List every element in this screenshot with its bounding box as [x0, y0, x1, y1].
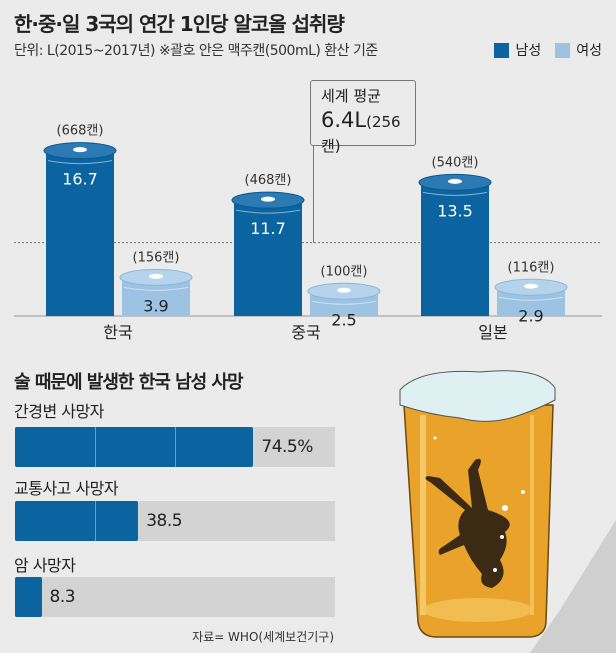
- category-label: 한국: [103, 323, 132, 342]
- can-rim: [498, 296, 564, 301]
- death-category-label: 암 사망자: [14, 556, 76, 575]
- can-tab-icon: [149, 273, 163, 279]
- deaths-title: 술 때문에 발생한 한국 남성 사망: [14, 372, 244, 393]
- death-bar-track: 8.3: [15, 577, 335, 617]
- can-count-label: (156캔): [133, 250, 180, 265]
- death-bar-value: 38.5: [146, 511, 183, 531]
- beer-foam: [399, 370, 556, 422]
- can-count-label: (468캔): [245, 173, 292, 188]
- can-count-label: (668캔): [57, 124, 104, 139]
- can-rim: [422, 191, 488, 196]
- can-count-label: (540캔): [432, 155, 479, 170]
- death-bar-gridline: [95, 427, 96, 467]
- death-bar-fill: [15, 501, 139, 541]
- legend-swatch-female: [555, 42, 571, 58]
- world-average-value: 6.4L: [321, 108, 367, 132]
- world-average-callout: 세계 평균 6.4L(256캔): [310, 80, 416, 155]
- legend-label-female: 여성: [576, 43, 602, 59]
- can-tab-icon: [261, 196, 275, 202]
- legend-label-male: 남성: [515, 43, 542, 59]
- world-average-pointer: [313, 146, 315, 243]
- can-rim: [311, 300, 377, 305]
- source-note: 자료= WHO(세계보건기구): [192, 630, 334, 644]
- legend: 남성 여성: [494, 40, 602, 60]
- can-count-label: (116캔): [508, 260, 555, 275]
- legend-swatch-male: [494, 42, 510, 58]
- bar-value-label: 11.7: [250, 219, 286, 238]
- falling-person-silhouette: [425, 458, 510, 588]
- bar-value-label: 2.5: [331, 310, 356, 329]
- death-bar-value: 8.3: [49, 587, 76, 607]
- glass-shadow: [530, 520, 616, 653]
- bar-value-label: 16.7: [62, 170, 98, 189]
- death-bar-fill: [15, 427, 254, 467]
- can-tab-icon: [448, 178, 462, 184]
- can-rim: [47, 160, 113, 165]
- bar-value-label: 3.9: [143, 296, 168, 315]
- world-average-label: 세계 평균: [321, 87, 381, 105]
- bar-value-label: 2.9: [518, 306, 543, 325]
- death-bar-track: 74.5%: [15, 427, 335, 467]
- death-bar-track: 38.5: [15, 501, 335, 541]
- death-category-label: 교통사고 사망자: [14, 479, 119, 498]
- world-average-cans: (256캔): [321, 113, 401, 155]
- chart-subtitle: 단위: L(2015~2017년) ※괄호 안은 맥주캔(500mL) 환산 기…: [14, 43, 378, 59]
- can-tab-icon: [73, 147, 87, 153]
- death-bar-value: 74.5%: [261, 437, 313, 457]
- death-bar-fill: [15, 577, 42, 617]
- category-label: 일본: [478, 323, 507, 342]
- can-tab-icon: [337, 287, 351, 293]
- can-bar-male: [234, 200, 302, 316]
- death-bar-gridline: [95, 501, 96, 541]
- can-bar-chart: 16.7 (668캔) 3.9 (156캔) 한국 11.7 (468캔) 2.5 (100캔)…: [14, 124, 602, 342]
- can-bar-male: [46, 150, 114, 316]
- bar-value-label: 13.5: [437, 201, 473, 220]
- can-bar-male: [421, 182, 489, 316]
- can-rim: [235, 209, 301, 214]
- can-count-label: (100캔): [321, 264, 368, 279]
- chart-title: 한·중·일 3국의 연간 1인당 알코올 섭취량: [14, 12, 345, 36]
- death-bar-gridline: [175, 427, 176, 467]
- beer-glass-illustration: [399, 370, 616, 653]
- death-category-label: 간경변 사망자: [14, 402, 104, 421]
- category-label: 중국: [291, 323, 320, 342]
- can-rim: [123, 286, 189, 291]
- can-tab-icon: [524, 283, 538, 289]
